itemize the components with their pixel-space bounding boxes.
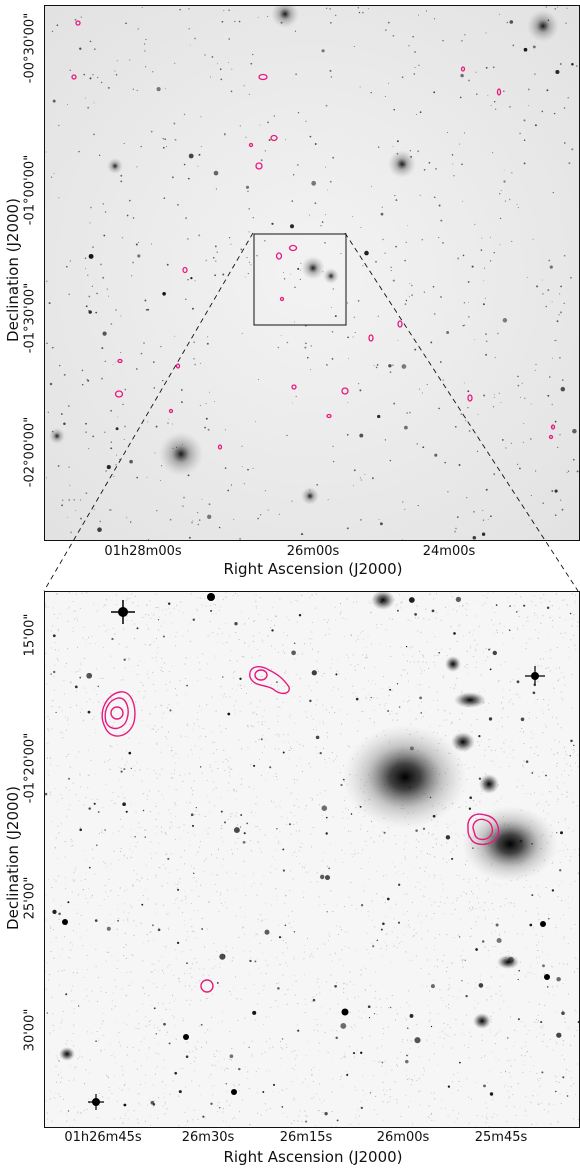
top-y-tick-1: -00°30'00" <box>22 12 38 84</box>
bottom-x-tick-2: 26m30s <box>181 1130 235 1145</box>
bottom-x-tick-1: 01h26m45s <box>64 1130 142 1145</box>
top-x-axis-title: Right Ascension (J2000) <box>223 560 403 578</box>
zoom-field-sky <box>45 592 579 1127</box>
galaxies <box>59 592 558 1061</box>
bottom-y-tick-2: -01°20'00" <box>22 732 38 804</box>
top-y-axis-title: Declination (J2000) <box>4 198 22 342</box>
top-y-tick-2: -01°00'00" <box>22 154 38 226</box>
zoom-field-image <box>44 591 580 1128</box>
bright-stars-zoom <box>62 593 550 1110</box>
bottom-x-tick-5: 25m45s <box>474 1130 528 1145</box>
bottom-x-tick-3: 26m15s <box>279 1130 333 1145</box>
bottom-x-axis-title: Right Ascension (J2000) <box>223 1148 403 1166</box>
radio-contours-zoom <box>101 665 500 993</box>
wide-field-sky <box>45 6 579 540</box>
bottom-y-axis-title: Declination (J2000) <box>4 786 22 930</box>
bottom-y-tick-4: 30'00" <box>22 1008 38 1052</box>
wide-field-image <box>44 5 580 541</box>
bottom-y-tick-3: 25'00" <box>22 876 38 920</box>
top-y-tick-3: -01°30'00" <box>22 282 38 354</box>
top-x-tick-1: 01h28m00s <box>104 544 182 559</box>
top-x-tick-2: 26m00s <box>286 544 340 559</box>
bottom-y-tick-1: 15'00" <box>22 613 38 657</box>
top-x-tick-3: 24m00s <box>422 544 476 559</box>
top-y-tick-4: -02°00'00" <box>22 416 38 488</box>
bottom-x-tick-4: 26m00s <box>376 1130 430 1145</box>
